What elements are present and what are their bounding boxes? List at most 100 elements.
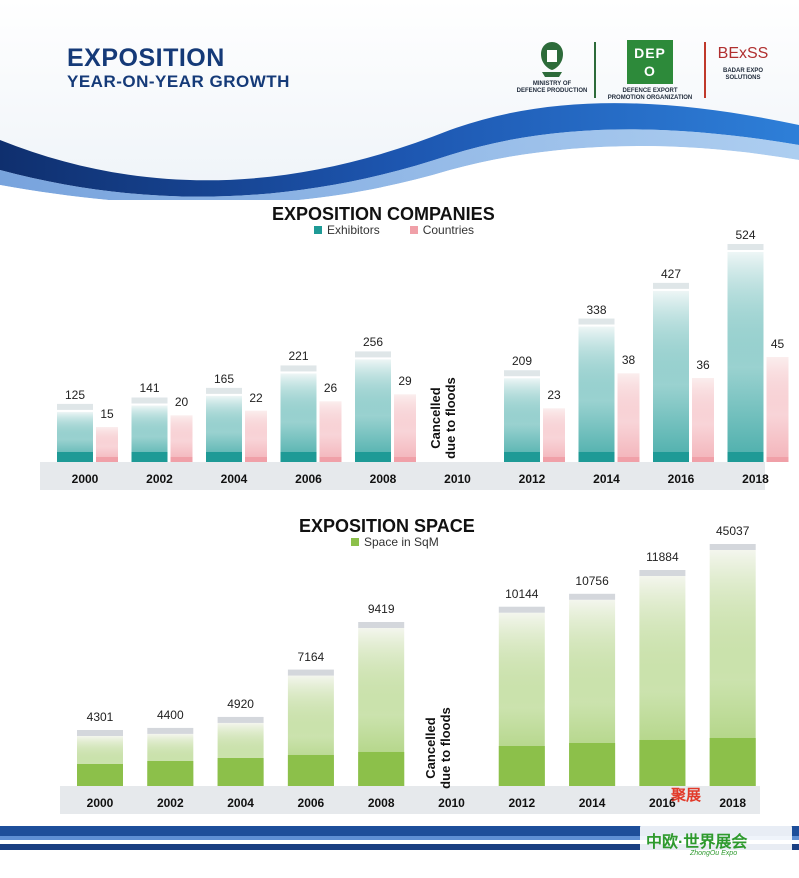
companies-year-label: 2006 — [295, 472, 322, 486]
exhibitors-value-label: 524 — [735, 228, 756, 242]
companies-year-label: 2004 — [220, 472, 248, 486]
badar-logo: BExSS BADAR EXPO SOLUTIONS — [710, 40, 776, 82]
exhibitors-value-label: 209 — [511, 354, 533, 369]
space-bar-base — [498, 746, 545, 786]
exhibitors-bar-cap — [653, 282, 689, 289]
space-legend: Space in SqM — [351, 535, 469, 549]
exhibitors-bar-cap — [727, 244, 764, 250]
exhibitors-bar-base — [131, 452, 168, 462]
countries-bar — [617, 373, 640, 462]
space-value-label: 4301 — [86, 710, 114, 724]
countries-bar — [170, 415, 193, 462]
companies-year-label: 2000 — [71, 472, 99, 486]
space-value-label: 45037 — [716, 524, 750, 538]
legend-item-space: Space in SqM — [351, 535, 439, 549]
watermark-badge: 聚展 — [671, 787, 702, 804]
space-axis-band — [60, 786, 760, 814]
space-value-label: 7164 — [297, 649, 325, 664]
exhibitors-bar — [280, 373, 317, 462]
space-year-label: 2008 — [367, 796, 395, 810]
companies-legend: Exhibitors Countries — [314, 223, 504, 237]
space-bar-cap — [569, 593, 616, 600]
countries-bar — [319, 401, 342, 462]
space-bar-base — [639, 740, 686, 786]
countries-value-label: 22 — [249, 390, 263, 405]
header-background — [0, 0, 799, 200]
space-bar-base — [569, 743, 616, 786]
space-bar-cap — [639, 570, 686, 576]
space-bar-base — [358, 752, 405, 786]
legend-item-exhibitors: Exhibitors — [314, 223, 380, 237]
space-bar-cap — [498, 606, 545, 613]
space-year-label: 2018 — [719, 796, 747, 810]
companies-chart-title: EXPOSITION COMPANIES — [272, 204, 495, 224]
exhibitors-bar — [355, 359, 391, 462]
space-bar-cap — [287, 669, 334, 676]
countries-value-label: 38 — [621, 353, 636, 368]
footer-stripe — [0, 826, 799, 850]
exhibitors-bar-cap — [206, 387, 242, 394]
legend-item-countries: Countries — [409, 223, 474, 237]
space-year-label: 2004 — [227, 796, 254, 810]
space-value-label: 4400 — [156, 707, 184, 722]
watermark-text: 中欧·世界展会 — [646, 834, 748, 851]
legend-swatch-exhibitors — [314, 226, 322, 234]
exhibitors-bar-base — [504, 452, 540, 462]
exhibitors-value-label: 141 — [139, 381, 160, 396]
space-chart-title: EXPOSITION SPACE — [299, 516, 475, 536]
space-bar-base — [709, 738, 756, 786]
countries-bar-base — [319, 457, 342, 462]
space-year-label: 2010 — [438, 796, 465, 810]
countries-bar — [394, 394, 416, 462]
space-bar-cap — [709, 544, 756, 550]
companies-year-label: 2014 — [593, 472, 620, 486]
logo-divider — [704, 42, 706, 98]
exhibitors-value-label: 427 — [660, 266, 682, 281]
space-year-label: 2012 — [508, 796, 536, 810]
badar-mark: BExSS — [717, 45, 769, 62]
exhibitors-bar-cap — [280, 365, 317, 372]
countries-bar — [692, 378, 714, 462]
exhibitors-bar-base — [727, 452, 764, 462]
countries-value-label: 36 — [696, 358, 710, 372]
countries-value-label: 26 — [323, 381, 338, 396]
countries-value-label: 45 — [770, 337, 785, 351]
countries-value-label: 29 — [398, 374, 412, 389]
countries-bar — [766, 357, 789, 462]
countries-bar-base — [170, 457, 193, 462]
space-bar-base — [77, 764, 123, 786]
companies-year-label: 2002 — [146, 472, 173, 486]
exhibitors-value-label: 221 — [288, 349, 309, 364]
exhibitors-bar — [578, 326, 615, 462]
exhibitors-bar-cap — [355, 351, 391, 358]
companies-year-label: 2016 — [667, 472, 695, 486]
space-chart — [60, 544, 760, 814]
exhibitors-bar-cap — [504, 370, 540, 377]
depo-logo: DEPO DEFENCE EXPORT PROMOTION ORGANIZATI… — [600, 40, 700, 102]
exhibitors-bar — [727, 252, 764, 462]
exhibitors-bar-base — [280, 452, 317, 462]
space-bar-cap — [77, 730, 123, 736]
space-value-label: 10756 — [575, 573, 609, 588]
space-bar-base — [147, 761, 194, 786]
exhibitors-bar-cap — [578, 318, 615, 325]
exhibitors-bar-base — [206, 452, 242, 462]
space-year-label: 2002 — [156, 796, 184, 810]
space-value-label: 9419 — [367, 602, 395, 616]
exhibitors-bar-base — [653, 452, 689, 462]
companies-year-label: 2010 — [444, 472, 471, 486]
page-title: EXPOSITION — [67, 44, 225, 72]
ministry-logo: MINISTRY OF DEFENCE PRODUCTION — [514, 40, 590, 95]
exhibitors-bar — [504, 378, 540, 462]
space-year-label: 2000 — [86, 796, 114, 810]
space-year-label: 2016 — [649, 796, 676, 810]
emblem-icon — [541, 42, 563, 77]
countries-bar-base — [766, 457, 789, 462]
countries-bar — [245, 410, 267, 462]
countries-bar-base — [543, 457, 565, 462]
page-subtitle: YEAR-ON-YEAR GROWTH — [67, 72, 290, 91]
exhibitors-bar-base — [578, 452, 615, 462]
space-value-label: 10144 — [505, 586, 539, 601]
countries-bar-base — [692, 457, 714, 462]
companies-year-label: 2008 — [369, 472, 397, 486]
